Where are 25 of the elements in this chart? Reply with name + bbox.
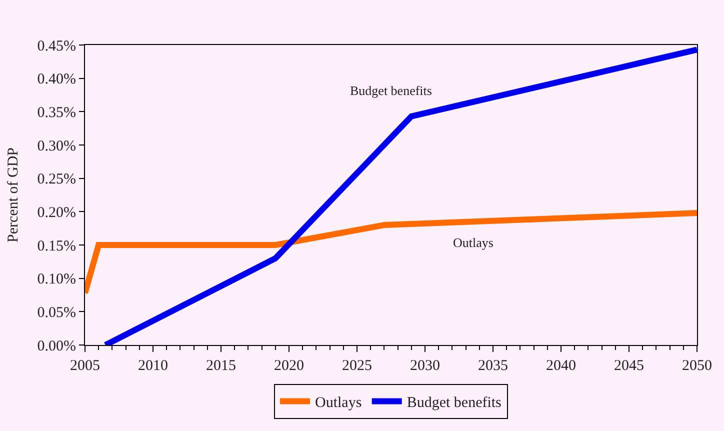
x-tick-label: 2015 xyxy=(206,358,236,374)
x-tick-label: 2010 xyxy=(138,358,168,374)
y-tick-label: 0.00% xyxy=(37,338,76,354)
legend-label: Outlays xyxy=(315,395,362,412)
y-tick-label: 0.25% xyxy=(37,172,76,188)
x-tick-label: 2050 xyxy=(682,358,712,374)
y-tick-label: 0.20% xyxy=(37,204,76,221)
y-tick-label: 0.05% xyxy=(37,304,76,321)
annotation: Outlays xyxy=(453,235,494,250)
y-tick-label: 0.30% xyxy=(37,138,76,154)
x-tick-label: 2005 xyxy=(70,358,100,374)
x-tick-label: 2040 xyxy=(546,358,576,374)
x-tick-label: 2045 xyxy=(614,358,644,374)
y-axis-title: Percent of GDP xyxy=(6,148,22,242)
y-tick-label: 0.40% xyxy=(37,72,76,88)
y-tick-label: 0.35% xyxy=(37,104,76,121)
x-tick-label: 2025 xyxy=(342,358,372,374)
y-tick-label: 0.45% xyxy=(37,38,76,54)
y-tick-label: 0.10% xyxy=(37,272,76,288)
x-tick-label: 2035 xyxy=(478,358,508,374)
x-tick-label: 2020 xyxy=(274,358,304,374)
x-tick-label: 2030 xyxy=(410,358,440,374)
y-tick-label: 0.15% xyxy=(37,238,76,254)
annotation: Budget benefits xyxy=(350,83,432,98)
legend-label: Budget benefits xyxy=(406,395,502,412)
